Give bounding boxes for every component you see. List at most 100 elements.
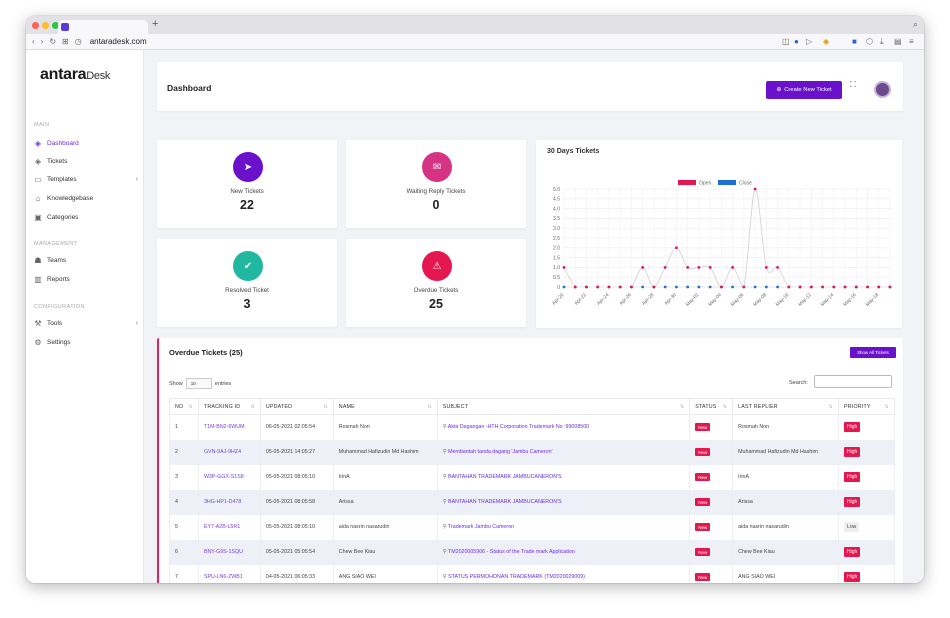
data-point-open — [585, 285, 588, 289]
cell-status-text: New — [695, 523, 711, 531]
new-tab-button[interactable]: + — [152, 18, 159, 30]
cell-subject-text[interactable]: Membantah tanda dagang 'Jambu Cameron' — [448, 449, 553, 455]
cube-icon[interactable]: ⬡ — [866, 37, 873, 46]
send-icon[interactable]: ▷ — [806, 37, 813, 46]
column-header-status[interactable]: STATUS ⇅ — [689, 398, 734, 415]
cell-subject[interactable]: ⚲ BANTAHAN TRADEMARK JAMBUCANERON'S — [436, 464, 691, 490]
data-point-close — [686, 285, 690, 289]
minimize-window-button[interactable] — [42, 22, 49, 29]
logo-sub: Desk — [86, 70, 111, 82]
data-point-open — [843, 285, 847, 289]
cell-subject[interactable]: ⚲ Membantah tanda dagang 'Jambu Cameron' — [436, 439, 691, 465]
cell-tracking-id-text[interactable]: BNY-G9S-1SQU — [203, 549, 243, 555]
tab-search-icon[interactable]: ⌕ — [912, 19, 918, 29]
cell-status: New — [689, 439, 734, 465]
cell-tracking-id[interactable]: GVN-9AJ-9HZ4 — [197, 439, 261, 465]
cell-no: 2 — [169, 439, 199, 465]
cell-tracking-id[interactable]: BNY-G9S-1SQU — [197, 539, 261, 565]
table-row[interactable]: 4 3HG-HP1-D478 05-05-2021 08:05:58 Arissa ⚲ … — [169, 489, 895, 515]
cell-subject[interactable]: ⚲ Akta Dagangan -HTH Corporation Tradema… — [436, 414, 691, 440]
shield-icon[interactable]: ● — [794, 37, 799, 46]
grid-icon[interactable]: ⊞ — [62, 37, 69, 46]
url-field[interactable]: antaradesk.com — [89, 37, 147, 46]
notes-icon[interactable]: ▤ — [894, 37, 902, 46]
cell-tracking-id[interactable]: EY7-A2B-L5R1 — [197, 514, 261, 540]
cell-tracking-id[interactable]: SPU-LN6-ZWB1 — [197, 564, 261, 583]
cell-subject[interactable]: ⚲ TM2020005906 - Status of the Trade mar… — [436, 539, 691, 565]
cell-tracking-id-text[interactable]: T1M-BN2-6WUM — [203, 424, 245, 431]
table-row[interactable]: 3 W3P-GGX-S1S8 05-05-2021 08:05:10 IrinA ⚲ B… — [169, 464, 895, 490]
column-header-name[interactable]: NAME ⇅ — [332, 398, 438, 415]
cell-subject-text[interactable]: Akta Dagangan -HTH Corporation Trademark… — [447, 424, 590, 431]
column-header-label: TRACKING ID — [203, 403, 241, 410]
cell-tracking-id-text[interactable]: SPU-LN6-ZWB1 — [203, 574, 243, 580]
table-row[interactable]: 6 BNY-G9S-1SQU 05-05-2021 05:05:54 Chew Bee… — [169, 539, 895, 565]
sidebar-item-dashboard[interactable]: ◈ Dashboard — [32, 136, 140, 150]
cell-subject[interactable]: ⚲ STATUS PERMOHONAN TRADEMARK (TM2020029… — [436, 564, 691, 583]
cell-updated: 05-05-2021 08:05:58 — [259, 489, 334, 515]
camera-icon[interactable]: ◫ — [782, 37, 790, 46]
create-ticket-button[interactable]: ⊕ Create New Ticket — [766, 81, 842, 99]
show-all-tickets-button[interactable]: Show All Tickets — [850, 347, 896, 358]
show-label: Show — [169, 380, 183, 387]
sidebar-item-reports[interactable]: ▥ Reports — [32, 272, 140, 286]
menu-icon[interactable]: ≡ — [909, 37, 914, 46]
sidebar-item-settings[interactable]: ⚙ Settings — [32, 335, 140, 349]
cell-tracking-id[interactable]: W3P-GGX-S1S8 — [197, 464, 261, 490]
cell-tracking-id[interactable]: T1M-BN2-6WUM — [197, 414, 261, 440]
column-header-label: STATUS — [695, 403, 717, 410]
cell-subject-text[interactable]: BANTAHAN TRADEMARK JAMBUCANERON'S — [448, 474, 562, 480]
table-row[interactable]: 2 GVN-9AJ-9HZ4 05-05-2021 14:05:27 Muhammad… — [169, 439, 895, 465]
site-info-icon[interactable]: ◷ — [74, 37, 82, 46]
column-header-priority[interactable]: PRIORITY ⇅ — [838, 398, 895, 415]
extension-icon[interactable]: ◆ — [823, 37, 830, 46]
column-header-tracking-id[interactable]: TRACKING ID ⇅ — [197, 398, 261, 415]
legend-swatch — [718, 180, 736, 185]
cell-tracking-id-text[interactable]: 3HG-HP1-D478 — [203, 499, 242, 505]
sidebar-item-tools[interactable]: ⚒ Tools › — [32, 316, 140, 330]
cell-tracking-id[interactable]: 3HG-HP1-D478 — [197, 489, 261, 515]
column-header-updated[interactable]: UPDATED ⇅ — [259, 398, 334, 415]
cell-subject-text[interactable]: STATUS PERMOHONAN TRADEMARK (TM202002900… — [448, 574, 585, 580]
cell-name: IrinA — [332, 464, 438, 490]
sidebar-item-teams[interactable]: ☗ Teams — [32, 253, 140, 267]
search-input[interactable] — [814, 375, 892, 388]
table-row[interactable]: 7 SPU-LN6-ZWB1 04-05-2021 06:05:33 ANG SIAO… — [169, 564, 895, 583]
cell-subject-text[interactable]: Trademark Jambu Cameron — [447, 524, 515, 530]
logo[interactable]: antaraDesk — [40, 66, 110, 84]
y-tick-label: 3.5 — [553, 216, 560, 222]
maximize-window-button[interactable] — [52, 22, 59, 29]
reload-icon[interactable]: ↻ — [49, 37, 57, 46]
check-icon: ✔ — [233, 251, 263, 281]
forward-icon[interactable]: › — [40, 37, 44, 46]
sidebar-item-categories[interactable]: ▣ Categories — [32, 210, 140, 224]
column-header-no[interactable]: NO ⇅ — [169, 398, 199, 415]
entries-select[interactable]: 10 — [185, 378, 212, 389]
cell-subject[interactable]: ⚲ BANTAHAN TRADEMARK JAMBUCANERON'S — [436, 489, 691, 515]
table-row[interactable]: 5 EY7-A2B-L5R1 05-05-2021 08:05:10 aida nas… — [169, 514, 895, 540]
cell-subject-text[interactable]: BANTAHAN TRADEMARK JAMBUCANERON'S — [448, 499, 562, 505]
download-icon[interactable]: ⤓ — [880, 37, 884, 46]
cell-tracking-id-text[interactable]: GVN-9AJ-9HZ4 — [203, 449, 242, 455]
sidebar-item-knowledgebase[interactable]: ⌂ Knowledgebase — [32, 191, 140, 205]
cell-tracking-id-text[interactable]: W3P-GGX-S1S8 — [203, 474, 244, 480]
avatar[interactable] — [874, 81, 891, 98]
cell-name-text: Arissa — [338, 499, 354, 505]
browser-tab[interactable] — [58, 20, 148, 34]
sidebar-item-templates[interactable]: ▭ Templates › — [32, 172, 140, 186]
table-row[interactable]: 1 T1M-BN2-6WUM 06-05-2021 02:05:54 Rosmah N… — [169, 414, 895, 440]
fullscreen-icon[interactable]: ⛶ — [850, 80, 856, 89]
profile-icon[interactable]: ■ — [852, 37, 857, 46]
cell-updated: 05-05-2021 05:05:54 — [259, 539, 334, 565]
column-header-subject[interactable]: SUBJECT ⇅ — [436, 398, 691, 415]
cell-subject[interactable]: ⚲ Trademark Jambu Cameron — [436, 514, 691, 540]
cell-tracking-id-text[interactable]: EY7-A2B-L5R1 — [203, 524, 241, 530]
cell-subject-text[interactable]: TM2020005906 - Status of the Trade mark … — [447, 549, 575, 555]
sidebar-item-tickets[interactable]: ◈ Tickets — [32, 154, 140, 168]
data-point-open — [675, 246, 678, 250]
back-icon[interactable]: ‹ — [32, 37, 35, 46]
column-header-last-replier[interactable]: LAST REPLIER ⇅ — [732, 398, 840, 415]
stat-label: New Tickets — [230, 188, 264, 195]
cell-name-text: Rosmah Non — [338, 424, 370, 431]
close-window-button[interactable] — [32, 22, 39, 29]
